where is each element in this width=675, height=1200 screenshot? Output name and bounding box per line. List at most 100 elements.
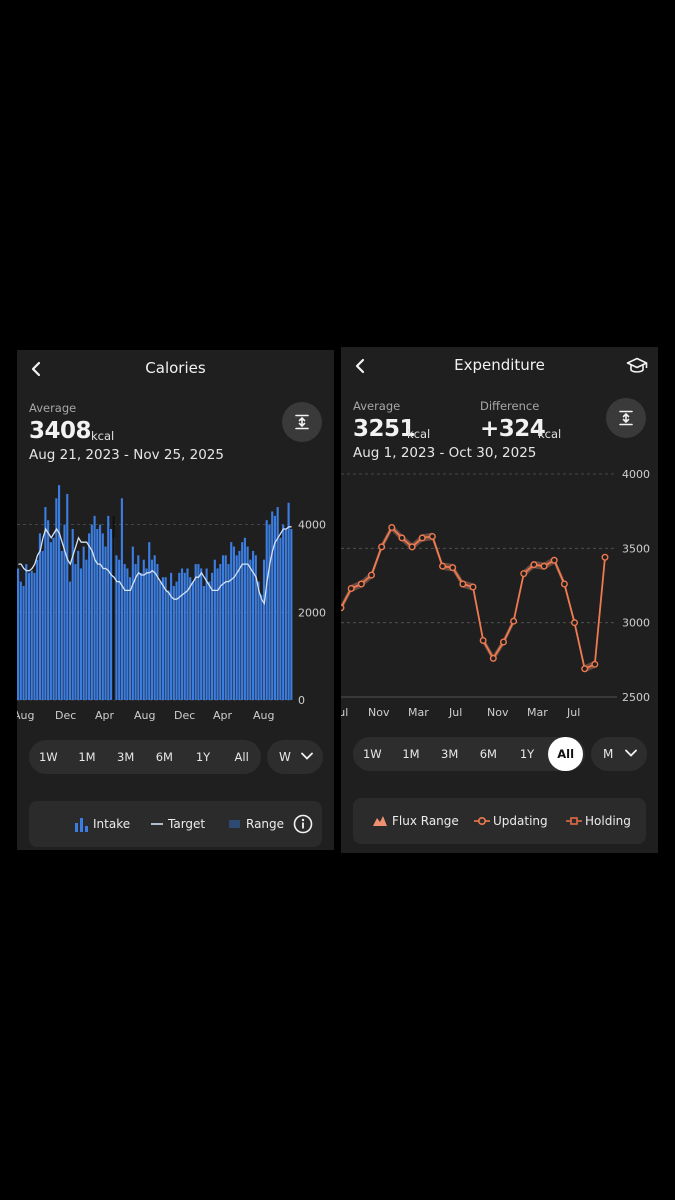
intake-bar [208,581,211,700]
page-title: Calories [145,359,206,377]
intake-bar [180,568,184,700]
intake-bar [60,550,63,700]
intake-bar [205,568,208,700]
back-arrow-icon[interactable] [27,359,47,379]
range-1y-button[interactable]: 1Y [519,747,535,761]
intake-bar [129,577,132,700]
dropdown-value: M [603,747,614,761]
intake-bar [52,537,55,700]
intake-bar [241,542,244,700]
intake-bar [178,572,181,700]
data-point [540,562,548,570]
intake-bar [284,529,287,700]
intake-bar [257,581,260,700]
range-selector: 1W 1M 3M 6M 1Y All [353,737,585,771]
expand-button[interactable] [282,402,322,442]
data-point [459,580,467,588]
intake-bar [262,559,266,700]
intake-bar [38,533,41,700]
intake-bar [153,555,156,700]
range-3m-button[interactable]: 3M [441,747,459,761]
y-tick-label: 3000 [622,617,650,630]
intake-bar [249,559,252,700]
intake-bar [41,550,44,700]
y-tick-label: 2000 [298,606,326,619]
chevron-down-icon [625,749,637,757]
x-tick-label: Dec [174,709,195,722]
intake-bar [93,515,96,700]
range-1m-button[interactable]: 1M [78,750,96,764]
expand-icon [619,410,633,426]
range-1m-button[interactable]: 1M [402,747,420,761]
legend-range[interactable]: Range [229,801,284,847]
legend-flux-range[interactable]: Flux Range [373,798,463,844]
legend-holding[interactable]: Holding [566,798,641,844]
x-tick-label: Aug [134,709,155,722]
intake-bar [252,550,255,700]
data-point [469,583,477,591]
legend-updating[interactable]: Updating [474,798,554,844]
x-tick-label: Dec [55,709,76,722]
intake-bar [260,594,263,700]
x-tick-label: Aug [253,709,274,722]
range-6m-button[interactable]: 6M [479,747,497,761]
intake-bar [235,555,238,700]
intake-bar [156,564,159,700]
y-tick-label: 4000 [622,468,650,481]
intake-bar [96,529,99,700]
intake-bar [145,568,148,700]
graduation-cap-icon[interactable] [626,356,648,376]
average-unit: kcal [91,429,115,443]
period-dropdown[interactable]: W [267,740,323,774]
range-6m-button[interactable]: 6M [155,750,173,764]
average-value: 3408 [29,418,92,444]
expenditure-chart: 2500 3000 3500 4000 Jul Nov Mar Jul Nov Mar Jul [341,468,650,719]
dropdown-value: W [279,750,291,764]
intake-bar [47,520,50,700]
x-tick-label: Aug [17,709,34,722]
intake-bar [79,568,82,700]
info-icon[interactable] [293,814,313,834]
intake-bar [107,515,110,700]
line-circle-marker-icon [474,816,490,826]
intake-bar [243,537,246,700]
data-point [581,665,589,673]
legend-target[interactable]: Target [151,801,211,847]
intake-bar [221,555,225,700]
range-3m-button[interactable]: 3M [117,750,135,764]
range-selector: 1W 1M 3M 6M 1Y All [29,740,261,774]
range-all-button[interactable]: All [548,737,583,771]
data-point [341,604,345,612]
chart-legend: Intake Target Range [29,801,322,847]
intake-bar [200,568,203,700]
intake-bar [183,572,186,700]
intake-bar [202,586,205,700]
intake-bar [36,559,39,700]
intake-bar [57,485,61,700]
range-all-button[interactable]: All [234,750,249,764]
intake-bar [161,577,164,700]
data-point [499,638,507,646]
intake-bar [63,524,66,700]
range-1y-button[interactable]: 1Y [195,750,211,764]
intake-bar [30,570,33,700]
expand-button[interactable] [606,398,646,438]
range-1w-button[interactable]: 1W [38,750,58,764]
period-dropdown[interactable]: M [591,737,647,771]
data-point [439,562,447,570]
intake-bar [123,564,126,700]
intake-bar [216,568,219,700]
data-point [550,556,558,564]
intake-bar [276,507,279,700]
intake-bar [164,577,167,700]
bar-chart-icon [75,818,88,832]
difference-label: Difference [480,399,540,413]
back-arrow-icon[interactable] [351,356,371,376]
intake-bar [287,502,290,700]
x-tick-label: Mar [527,706,548,719]
x-tick-label: Jul [448,706,462,719]
legend-intake[interactable]: Intake [75,801,135,847]
intake-bar [109,529,113,700]
range-1w-button[interactable]: 1W [362,747,382,761]
intake-bar [68,581,72,700]
